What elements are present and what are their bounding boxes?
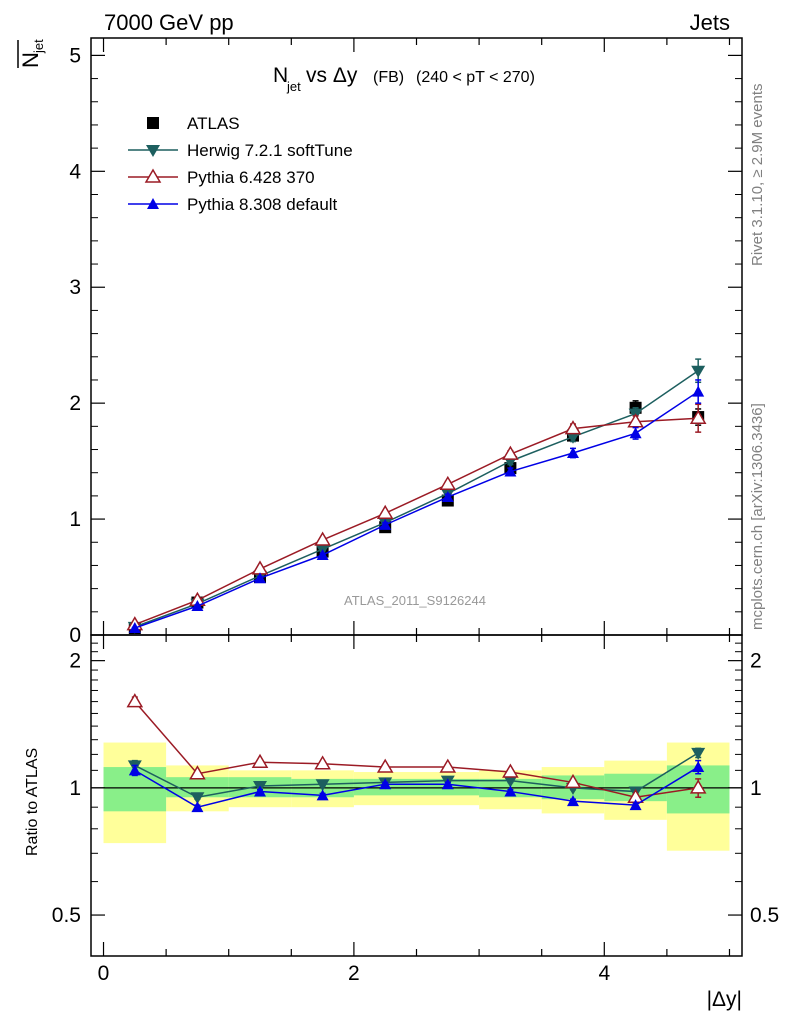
main-ytick-label: 5 (69, 44, 81, 67)
ratio-point (189, 765, 206, 780)
ratio-series-line (134, 701, 699, 799)
ratio-series-2 (128, 759, 705, 813)
ratio-series-line (134, 766, 699, 808)
ratio-ylabel: Ratio to ATLAS (24, 748, 41, 856)
uncertainty-band-green (166, 777, 229, 798)
ratio-point (441, 778, 454, 790)
ratio-panel: 0.5 0.5 1 1 2 2 0 2 4 (52, 634, 779, 985)
main-point (564, 420, 582, 435)
ratio-point (314, 755, 331, 770)
main-point (379, 518, 392, 530)
main-point (629, 427, 642, 439)
header-right: Jets (690, 10, 730, 35)
main-point (191, 600, 204, 612)
title-sub: jet (286, 79, 301, 94)
main-ylabel-sub: jet (31, 39, 46, 54)
ratio-point (566, 795, 579, 807)
ratio-point (691, 747, 706, 760)
ratio-point (254, 785, 267, 797)
main-ylabel: N jet (17, 39, 46, 68)
legend-marker (144, 168, 162, 183)
ratio-point (190, 792, 205, 805)
main-point (254, 572, 267, 584)
main-panel: 0 1 2 3 4 5 (69, 37, 743, 647)
ratio-ytick-label: 0.5 (52, 904, 81, 927)
main-point (689, 409, 707, 424)
ratio-point (564, 773, 582, 789)
ratio-ytick-label: 2 (69, 650, 81, 673)
main-point (314, 531, 331, 546)
ratio-point (629, 799, 642, 811)
ratio-point (191, 801, 204, 813)
main-point (441, 491, 454, 503)
ratio-xtick-label: 0 (98, 962, 110, 985)
ratio-ytick-label-right: 2 (750, 650, 762, 673)
legend-label: Pythia 8.308 default (187, 195, 338, 214)
legend: ATLAS Herwig 7.2.1 softTune Pythia 6.428 3… (128, 114, 353, 214)
ratio-point (128, 764, 141, 776)
main-point (566, 447, 579, 459)
main-ytick-label: 2 (69, 392, 81, 415)
analysis-watermark: ATLAS_2011_S9126244 (344, 593, 486, 608)
ratio-point (439, 758, 457, 773)
legend-entry-0: ATLAS (147, 114, 240, 133)
ratio-point (316, 789, 329, 801)
rivet-label: Rivet 3.1.10, ≥ 2.9M events (749, 84, 766, 267)
main-point (251, 560, 269, 575)
main-point (691, 365, 706, 378)
main-point (627, 413, 644, 428)
plot-title: N jet vs Δy (FB) (240 < pT < 270) (273, 64, 535, 94)
legend-entry-2: Pythia 6.428 370 (128, 168, 315, 187)
title-rest: vs Δy (306, 64, 358, 87)
title-range: (240 < pT < 270) (416, 69, 535, 86)
legend-label: ATLAS (187, 114, 240, 133)
ratio-point (376, 758, 394, 773)
ratio-xtick-label: 2 (348, 962, 360, 985)
ratio-point (689, 779, 707, 794)
ratio-point (315, 779, 330, 792)
main-ytick-label: 3 (69, 276, 81, 299)
main-point (439, 475, 457, 491)
main-point (504, 465, 517, 477)
main-point (316, 549, 329, 561)
legend-label: Herwig 7.2.1 softTune (187, 141, 353, 160)
ratio-point (502, 763, 519, 778)
legend-entry-1: Herwig 7.2.1 softTune (128, 141, 353, 160)
main-series-line (134, 417, 699, 626)
main-series-line (134, 390, 699, 629)
main-point (692, 385, 705, 397)
ratio-point (126, 693, 144, 708)
legend-marker (146, 145, 160, 157)
ratio-point (379, 778, 392, 790)
main-ytick-label: 4 (69, 160, 81, 183)
ratio-ytick-label-right: 0.5 (750, 904, 779, 927)
main-point (502, 445, 519, 460)
ratio-point (503, 775, 518, 788)
main-ylabel-n: N (18, 52, 43, 68)
legend-entry-3: Pythia 8.308 default (128, 195, 338, 214)
legend-label: Pythia 6.428 370 (187, 168, 315, 187)
ratio-point (251, 753, 269, 768)
ratio-xtick-label: 4 (598, 962, 610, 985)
main-ytick-label: 1 (69, 508, 81, 531)
ratio-ytick-label: 1 (69, 777, 81, 800)
main-point (376, 504, 394, 520)
ratio-point (504, 785, 517, 797)
header-left: 7000 GeV pp (104, 10, 234, 35)
main-ytick-label: 0 (69, 624, 81, 647)
title-fb: (FB) (373, 69, 404, 86)
ratio-point (692, 761, 705, 773)
main-series-3 (128, 379, 705, 634)
mcplots-label: mcplots.cern.ch [arXiv:1306.3436] (749, 403, 766, 630)
legend-marker (147, 117, 159, 129)
title-n: N (273, 64, 288, 87)
legend-marker (147, 198, 159, 209)
ratio-ytick-label-right: 1 (750, 777, 762, 800)
x-axis-label: |Δy| (707, 988, 742, 1011)
main-point (565, 431, 580, 444)
main-point (128, 622, 141, 634)
